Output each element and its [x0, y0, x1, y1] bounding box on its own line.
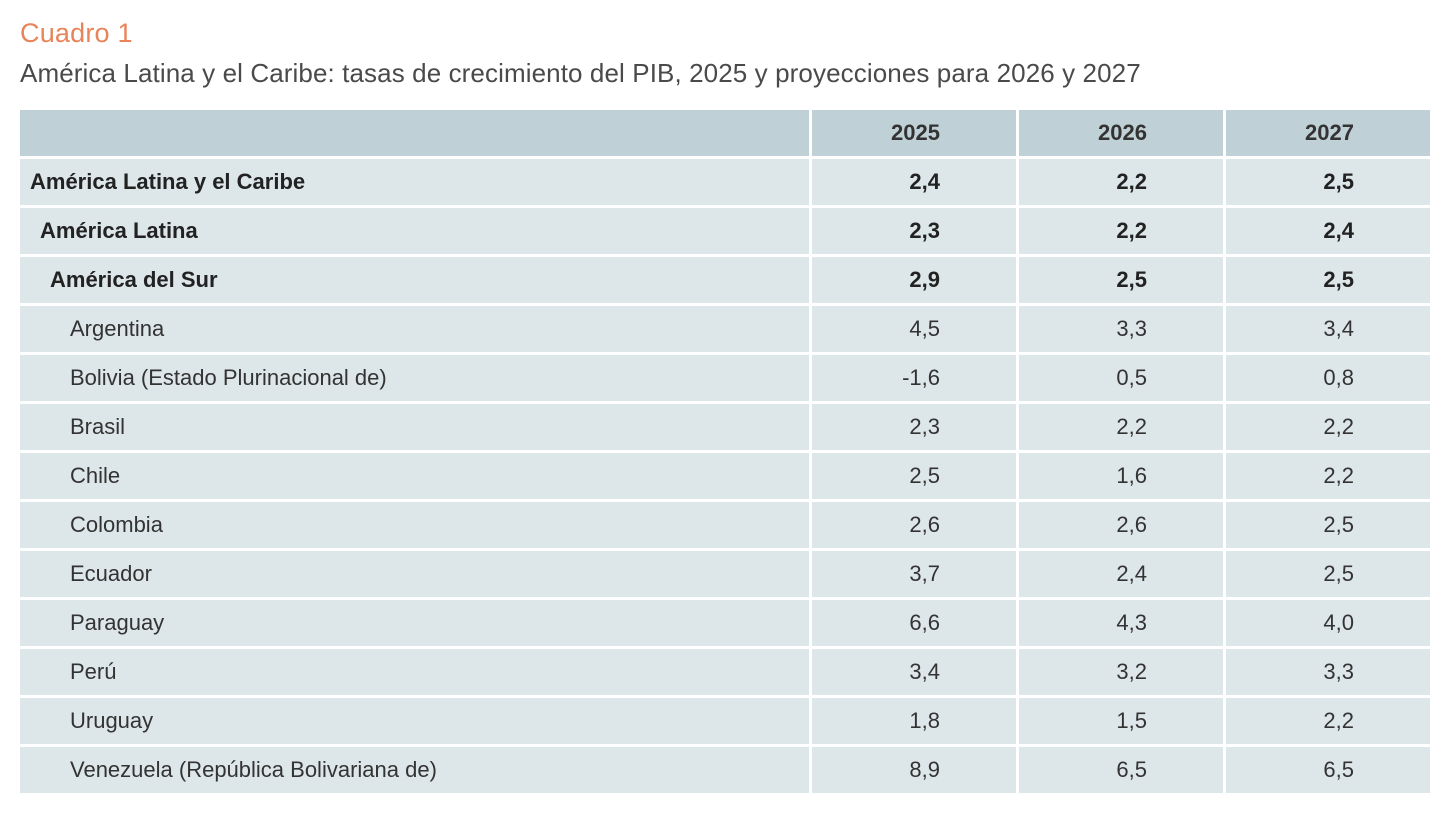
row-name-cell: Venezuela (República Bolivariana de) [20, 747, 809, 793]
value-cell-2025: -1,6 [812, 355, 1016, 401]
value-cell-2026: 0,5 [1019, 355, 1223, 401]
row-name-cell: Brasil [20, 404, 809, 450]
value-cell-2027: 2,2 [1226, 698, 1430, 744]
value-cell-2027: 3,3 [1226, 649, 1430, 695]
value-cell-2027: 6,5 [1226, 747, 1430, 793]
row-name-cell: Chile [20, 453, 809, 499]
row-name-cell: América Latina y el Caribe [20, 159, 809, 205]
value-cell-2026: 1,5 [1019, 698, 1223, 744]
value-cell-2027: 2,5 [1226, 159, 1430, 205]
value-cell-2025: 2,6 [812, 502, 1016, 548]
value-cell-2026: 2,6 [1019, 502, 1223, 548]
value-cell-2027: 2,5 [1226, 551, 1430, 597]
value-cell-2026: 4,3 [1019, 600, 1223, 646]
row-name-cell: América Latina [20, 208, 809, 254]
table-row: Brasil 2,3 2,2 2,2 [20, 404, 1430, 450]
value-cell-2027: 3,4 [1226, 306, 1430, 352]
value-cell-2025: 2,9 [812, 257, 1016, 303]
table-row: Bolivia (Estado Plurinacional de) -1,6 0,5… [20, 355, 1430, 401]
row-name-cell: América del Sur [20, 257, 809, 303]
value-cell-2026: 3,3 [1019, 306, 1223, 352]
value-cell-2025: 4,5 [812, 306, 1016, 352]
value-cell-2025: 2,3 [812, 208, 1016, 254]
value-cell-2026: 1,6 [1019, 453, 1223, 499]
value-cell-2027: 2,2 [1226, 404, 1430, 450]
table-row: Ecuador 3,7 2,4 2,5 [20, 551, 1430, 597]
gdp-table: 2025 2026 2027 América Latina y el Carib… [20, 110, 1430, 793]
table-row: Colombia 2,6 2,6 2,5 [20, 502, 1430, 548]
value-cell-2027: 2,5 [1226, 502, 1430, 548]
row-name-cell: Argentina [20, 306, 809, 352]
value-cell-2027: 2,5 [1226, 257, 1430, 303]
table-row: Argentina 4,5 3,3 3,4 [20, 306, 1430, 352]
value-cell-2026: 2,4 [1019, 551, 1223, 597]
row-name-cell: Perú [20, 649, 809, 695]
value-cell-2026: 2,2 [1019, 159, 1223, 205]
header-cell-2027: 2027 [1226, 110, 1430, 156]
value-cell-2027: 0,8 [1226, 355, 1430, 401]
value-cell-2025: 3,7 [812, 551, 1016, 597]
value-cell-2025: 8,9 [812, 747, 1016, 793]
value-cell-2026: 2,2 [1019, 404, 1223, 450]
row-name-cell: Uruguay [20, 698, 809, 744]
value-cell-2026: 2,2 [1019, 208, 1223, 254]
header-cell-2026: 2026 [1019, 110, 1223, 156]
table-row: América Latina y el Caribe 2,4 2,2 2,5 [20, 159, 1430, 205]
table-label: Cuadro 1 [20, 18, 133, 48]
value-cell-2026: 3,2 [1019, 649, 1223, 695]
row-name-cell: Ecuador [20, 551, 809, 597]
header-cell-country [20, 110, 809, 156]
value-cell-2025: 1,8 [812, 698, 1016, 744]
value-cell-2025: 2,5 [812, 453, 1016, 499]
table-row: Venezuela (República Bolivariana de) 8,9 6… [20, 747, 1430, 793]
header-cell-2025: 2025 [812, 110, 1016, 156]
row-name-cell: Colombia [20, 502, 809, 548]
value-cell-2026: 6,5 [1019, 747, 1223, 793]
value-cell-2026: 2,5 [1019, 257, 1223, 303]
value-cell-2025: 6,6 [812, 600, 1016, 646]
value-cell-2027: 4,0 [1226, 600, 1430, 646]
table-header-row: 2025 2026 2027 [20, 110, 1430, 156]
table-row: Paraguay 6,6 4,3 4,0 [20, 600, 1430, 646]
row-name-cell: Paraguay [20, 600, 809, 646]
table-row: Uruguay 1,8 1,5 2,2 [20, 698, 1430, 744]
value-cell-2025: 2,3 [812, 404, 1016, 450]
table-row: Chile 2,5 1,6 2,2 [20, 453, 1430, 499]
table-row: Perú 3,4 3,2 3,3 [20, 649, 1430, 695]
value-cell-2027: 2,2 [1226, 453, 1430, 499]
table-row: América Latina 2,3 2,2 2,4 [20, 208, 1430, 254]
table-grid: 2025 2026 2027 América Latina y el Carib… [20, 110, 1430, 793]
value-cell-2025: 2,4 [812, 159, 1016, 205]
row-name-cell: Bolivia (Estado Plurinacional de) [20, 355, 809, 401]
table-title: América Latina y el Caribe: tasas de cre… [20, 58, 1141, 88]
value-cell-2027: 2,4 [1226, 208, 1430, 254]
table-row: América del Sur 2,9 2,5 2,5 [20, 257, 1430, 303]
value-cell-2025: 3,4 [812, 649, 1016, 695]
